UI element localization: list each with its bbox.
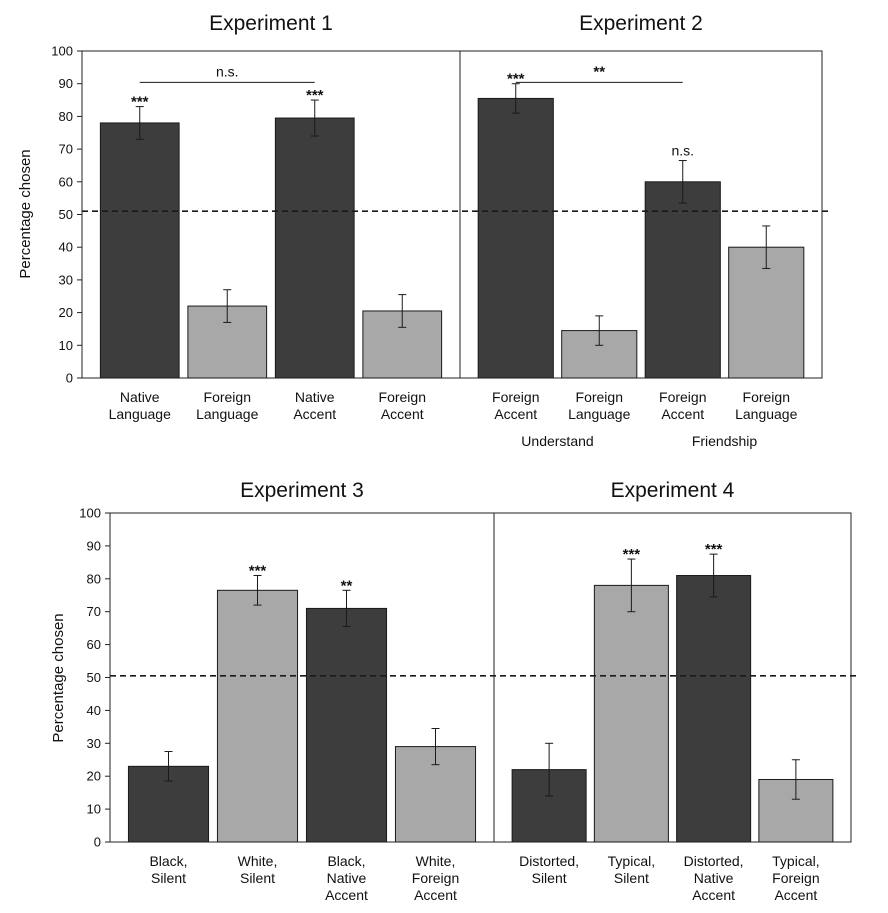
category-label: Typical, [772,853,819,869]
bar [274,117,355,379]
category-label: Language [568,406,631,422]
significance-marker: *** [705,541,723,558]
category-label: Native [327,870,367,886]
y-tick-label: 90 [59,76,73,91]
category-label: White, [416,853,456,869]
significance-marker: *** [306,87,324,104]
category-label: Accent [325,887,368,903]
y-tick-label: 20 [59,305,73,320]
category-label: Distorted, [684,853,744,869]
category-label: Accent [692,887,735,903]
category-label: Accent [661,406,704,422]
category-label: Silent [240,870,275,886]
y-tick-label: 40 [59,240,73,255]
category-label: Foreign [659,389,706,405]
category-label: Accent [293,406,336,422]
y-axis-label: Percentage chosen [17,149,34,278]
comparison-label: ** [593,63,605,80]
category-label: Language [109,406,172,422]
category-label: Accent [414,887,457,903]
y-tick-label: 40 [87,703,101,718]
significance-marker: *** [131,94,149,111]
y-tick-label: 50 [87,670,101,685]
panel-title: Experiment 4 [611,479,735,502]
y-tick-label: 20 [87,769,101,784]
category-label: Foreign [204,389,251,405]
y-tick-label: 60 [87,637,101,652]
category-label: Accent [774,887,817,903]
bar [728,246,805,379]
significance-marker: *** [623,546,641,563]
bar [305,607,388,843]
category-label: Foreign [379,389,426,405]
category-label: Native [694,870,734,886]
category-label: Accent [494,406,537,422]
panel-title: Experiment 3 [240,479,364,502]
y-tick-label: 0 [66,371,73,386]
category-label: Distorted, [519,853,579,869]
y-tick-label: 30 [59,272,73,287]
category-label: Black, [149,853,187,869]
category-label: Language [196,406,259,422]
bar [477,97,554,379]
significance-marker: *** [507,71,525,88]
bar [593,584,669,843]
category-label: Foreign [576,389,623,405]
y-tick-label: 0 [94,835,101,850]
y-tick-label: 60 [59,174,73,189]
bar [216,589,299,843]
category-label: Silent [532,870,567,886]
significance-marker: n.s. [671,143,694,159]
bar [644,181,721,379]
y-tick-label: 100 [51,44,73,59]
y-tick-label: 50 [59,207,73,222]
category-label: Foreign [492,389,539,405]
y-tick-label: 80 [59,109,73,124]
y-tick-label: 100 [79,506,101,521]
bar [676,575,752,843]
y-tick-label: 10 [59,338,73,353]
panel-title: Experiment 2 [579,12,703,35]
category-label: Silent [614,870,649,886]
bar [99,122,180,379]
category-label: Black, [327,853,365,869]
y-tick-label: 80 [87,571,101,586]
category-label: Silent [151,870,186,886]
category-label: Foreign [743,389,790,405]
group-label: Understand [521,433,593,449]
y-tick-label: 70 [59,142,73,157]
y-tick-label: 10 [87,802,101,817]
category-label: Language [735,406,798,422]
category-label: Native [120,389,160,405]
group-label: Friendship [692,433,758,449]
y-tick-label: 90 [87,538,101,553]
category-label: Native [295,389,335,405]
category-label: White, [238,853,278,869]
panel-title: Experiment 1 [209,12,333,35]
category-label: Foreign [412,870,459,886]
significance-marker: ** [341,577,353,594]
y-tick-label: 30 [87,736,101,751]
y-tick-label: 70 [87,604,101,619]
category-label: Typical, [608,853,655,869]
y-axis-label: Percentage chosen [50,613,67,742]
category-label: Foreign [772,870,819,886]
category-label: Accent [381,406,424,422]
comparison-label: n.s. [216,63,239,79]
significance-marker: *** [249,563,267,580]
